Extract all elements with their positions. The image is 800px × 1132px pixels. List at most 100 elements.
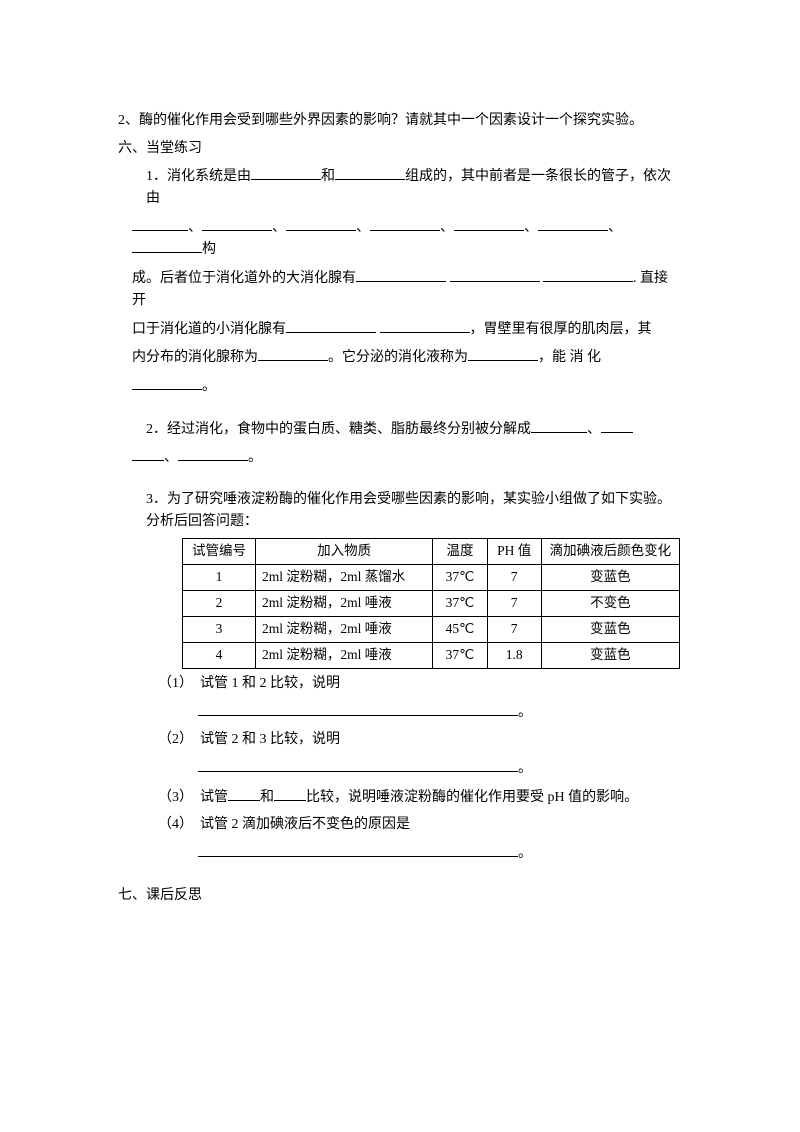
cell: 2ml 淀粉糊，2ml 唾液 <box>256 643 433 669</box>
blank <box>251 165 321 180</box>
blank <box>198 842 518 857</box>
ex1-part-h: ，胃壁里有很厚的肌肉层，其 <box>470 322 652 337</box>
q3-sub1-line: 。 <box>198 701 680 724</box>
blank <box>286 318 376 333</box>
ex1-part-d: 构 <box>202 242 216 257</box>
ex1-part-k: ，能 消 化 <box>538 350 601 365</box>
ex1-part-b: 和 <box>321 169 335 184</box>
q3-sub4: （4） 试管 2 滴加碘液后不变色的原因是 <box>158 814 680 836</box>
exercise-1-line2: 、、、、、、构 <box>132 216 680 261</box>
page: 2、酶的催化作用会受到哪些外界因素的影响？请就其中一个因素设计一个探究实验。 六… <box>0 0 800 972</box>
cell: 7 <box>487 565 541 591</box>
section-6-title: 六、当堂练习 <box>118 138 680 160</box>
col-tube: 试管编号 <box>183 539 256 565</box>
blank <box>543 267 633 282</box>
col-ph: PH 值 <box>487 539 541 565</box>
sep: 、 <box>164 450 178 465</box>
blank <box>132 216 188 231</box>
cell: 变蓝色 <box>541 643 679 669</box>
exercise-2-line2: 、。 <box>132 446 680 469</box>
cell: 1 <box>183 565 256 591</box>
col-color: 滴加碘液后颜色变化 <box>541 539 679 565</box>
text: 和 <box>260 790 274 805</box>
cell: 37℃ <box>433 565 487 591</box>
q3-sub3: （3） 试管 和 比较，说明唾液淀粉酶的催化作用要受 pH 值的影响。 <box>158 786 680 809</box>
blank <box>286 216 356 231</box>
blank <box>178 446 248 461</box>
cell: 7 <box>487 617 541 643</box>
period: 。 <box>248 450 262 465</box>
num: （4） <box>158 817 193 832</box>
q3-sub2: （2） 试管 2 和 3 比较，说明 <box>158 729 680 751</box>
ex1-part-j: 。它分泌的消化液称为 <box>328 350 468 365</box>
section-7-title: 七、课后反思 <box>118 885 680 907</box>
sep: 、 <box>524 220 538 235</box>
cell: 37℃ <box>433 591 487 617</box>
table-header-row: 试管编号 加入物质 温度 PH 值 滴加碘液后颜色变化 <box>183 539 680 565</box>
cell: 2 <box>183 591 256 617</box>
sep: 、 <box>356 220 370 235</box>
sep: 、 <box>272 220 286 235</box>
exercise-1: 1．消化系统是由和组成的，其中前者是一条很长的管子，依次由 <box>146 165 680 209</box>
experiment-table: 试管编号 加入物质 温度 PH 值 滴加碘液后颜色变化 1 2ml 淀粉糊，2m… <box>182 538 680 669</box>
exercise-2: 2．经过消化，食物中的蛋白质、糖类、脂肪最终分别被分解成、 <box>146 418 680 441</box>
text: 试管 1 和 2 比较，说明 <box>200 676 340 691</box>
question-2: 2、酶的催化作用会受到哪些外界因素的影响？请就其中一个因素设计一个探究实验。 <box>118 110 680 132</box>
cell: 2ml 淀粉糊，2ml 唾液 <box>256 591 433 617</box>
blank <box>228 786 260 801</box>
text: 试管 2 和 3 比较，说明 <box>200 732 340 747</box>
blank <box>202 216 272 231</box>
sep: 、 <box>608 220 622 235</box>
cell: 2ml 淀粉糊，2ml 唾液 <box>256 617 433 643</box>
blank <box>468 346 538 361</box>
cell: 变蓝色 <box>541 565 679 591</box>
blank <box>531 418 587 433</box>
cell: 不变色 <box>541 591 679 617</box>
blank <box>132 238 202 253</box>
cell: 3 <box>183 617 256 643</box>
ex2-part-a: 2．经过消化，食物中的蛋白质、糖类、脂肪最终分别被分解成 <box>146 422 531 437</box>
ex1-part-i: 内分布的消化腺称为 <box>132 350 258 365</box>
num: （1） <box>158 676 193 691</box>
blank <box>258 346 328 361</box>
blank <box>335 165 405 180</box>
cell: 2ml 淀粉糊，2ml 蒸馏水 <box>256 565 433 591</box>
cell: 变蓝色 <box>541 617 679 643</box>
exercise-1-line3: 成。后者位于消化道外的大消化腺有 . 直接开 <box>132 267 680 311</box>
ex1-part-g: 口于消化道的小消化腺有 <box>132 322 286 337</box>
blank <box>198 701 518 716</box>
col-substance: 加入物质 <box>256 539 433 565</box>
ex1-part-a: 1．消化系统是由 <box>146 169 251 184</box>
text: 比较，说明唾液淀粉酶的催化作用要受 pH 值的影响。 <box>306 790 638 805</box>
cell: 4 <box>183 643 256 669</box>
ex1-part-e: 成。后者位于消化道外的大消化腺有 <box>132 271 356 286</box>
exercise-1-line5: 内分布的消化腺称为 。它分泌的消化液称为 ，能 消 化 <box>132 346 680 369</box>
blank <box>538 216 608 231</box>
cell: 7 <box>487 591 541 617</box>
blank <box>198 757 518 772</box>
blank <box>274 786 306 801</box>
col-temp: 温度 <box>433 539 487 565</box>
q3-sub4-line: 。 <box>198 842 680 865</box>
ex1-part-l: 。 <box>202 379 216 394</box>
exercise-3-intro: 3．为了研究唾液淀粉酶的催化作用会受哪些因素的影响，某实验小组做了如下实验。分析… <box>146 489 680 532</box>
blank <box>450 267 540 282</box>
num: （2） <box>158 732 193 747</box>
exercise-1-line6: 。 <box>132 375 680 398</box>
text: 试管 <box>200 790 228 805</box>
blank <box>454 216 524 231</box>
period: 。 <box>518 846 532 861</box>
text: 试管 2 滴加碘液后不变色的原因是 <box>200 817 410 832</box>
blank <box>356 267 446 282</box>
period: 。 <box>518 705 532 720</box>
num: （3） <box>158 790 193 805</box>
table-row: 3 2ml 淀粉糊，2ml 唾液 45℃ 7 变蓝色 <box>183 617 680 643</box>
table-row: 4 2ml 淀粉糊，2ml 唾液 37℃ 1.8 变蓝色 <box>183 643 680 669</box>
cell: 37℃ <box>433 643 487 669</box>
sep: 、 <box>188 220 202 235</box>
blank <box>132 446 164 461</box>
blank <box>132 375 202 390</box>
exercise-1-line4: 口于消化道的小消化腺有 ，胃壁里有很厚的肌肉层，其 <box>132 318 680 341</box>
period: 。 <box>518 761 532 776</box>
blank <box>601 418 633 433</box>
